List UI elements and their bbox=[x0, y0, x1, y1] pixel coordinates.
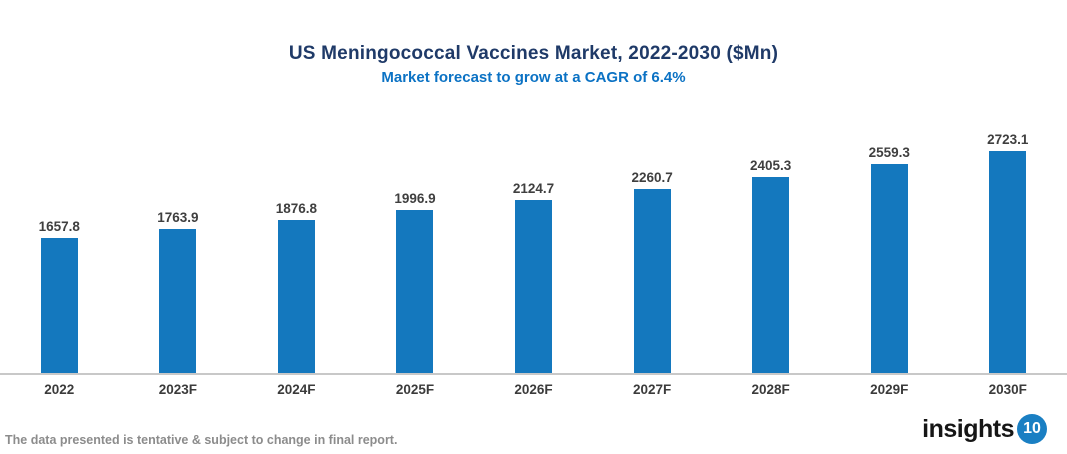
bar-column: 2559.3 bbox=[830, 145, 949, 373]
bar-value-label: 2260.7 bbox=[631, 170, 673, 185]
x-axis-label: 2027F bbox=[632, 382, 672, 397]
x-axis-label-cell: 2028F bbox=[711, 381, 830, 402]
x-axis-label-cell: 2023F bbox=[119, 381, 238, 402]
x-axis-label: 2026F bbox=[514, 382, 553, 397]
bar bbox=[40, 238, 78, 373]
bar bbox=[396, 210, 434, 373]
bar-value-label: 1996.9 bbox=[394, 191, 436, 206]
bar-column: 2405.3 bbox=[711, 158, 830, 373]
bar-value-label: 2559.3 bbox=[868, 145, 910, 160]
footer: The data presented is tentative & subjec… bbox=[0, 402, 1067, 454]
bar bbox=[989, 151, 1027, 373]
bar-column: 1657.8 bbox=[0, 219, 119, 373]
x-axis-label-cell: 2022 bbox=[0, 381, 119, 402]
bar-column: 1763.9 bbox=[119, 210, 238, 373]
bar-value-label: 1657.8 bbox=[38, 219, 80, 234]
logo-badge-number: 10 bbox=[1023, 420, 1041, 437]
x-axis-label: 2030F bbox=[988, 382, 1027, 397]
chart-subtitle: Market forecast to grow at a CAGR of 6.4… bbox=[381, 69, 686, 86]
x-axis-label-cell: 2025F bbox=[356, 381, 475, 402]
logo-badge-circle: 10 bbox=[1017, 414, 1047, 444]
bar-value-label: 2723.1 bbox=[987, 132, 1029, 147]
x-axis-label: 2028F bbox=[751, 382, 790, 397]
x-axis-label: 2023F bbox=[158, 382, 197, 397]
bar-value-label: 1763.9 bbox=[157, 210, 199, 225]
bar-column: 1996.9 bbox=[356, 191, 475, 373]
bar bbox=[633, 189, 671, 373]
disclaimer-note: The data presented is tentative & subjec… bbox=[5, 433, 398, 447]
x-axis-labels: 2022 2023F 2024F 2025F 2026F 2027F 2028F 2029F 2… bbox=[0, 375, 1067, 402]
bar bbox=[752, 177, 790, 373]
x-axis-label: 2029F bbox=[870, 382, 909, 397]
insights10-logo: insights 10 bbox=[922, 414, 1047, 444]
x-axis-label-cell: 2026F bbox=[474, 381, 593, 402]
logo-wordmark: insights bbox=[922, 415, 1014, 443]
x-axis-label: 2025F bbox=[395, 382, 435, 397]
x-axis-label: 2022 bbox=[44, 382, 75, 397]
x-axis-line bbox=[0, 373, 1067, 375]
bar-column: 2124.7 bbox=[474, 181, 593, 373]
bar-value-label: 1876.8 bbox=[275, 201, 318, 216]
x-axis-label-cell: 2027F bbox=[593, 381, 712, 402]
bar-column: 2723.1 bbox=[949, 132, 1067, 373]
bar-value-label: 2124.7 bbox=[512, 181, 555, 196]
x-axis-label-cell: 2029F bbox=[830, 381, 949, 402]
bar bbox=[159, 229, 197, 373]
bar bbox=[870, 164, 908, 373]
x-axis-label-cell: 2030F bbox=[949, 381, 1067, 402]
chart-header: US Meningococcal Vaccines Market, 2022-2… bbox=[0, 0, 1067, 86]
bar bbox=[515, 200, 553, 373]
bar bbox=[277, 220, 315, 373]
bar-column: 1876.8 bbox=[237, 201, 356, 373]
bar-value-label: 2405.3 bbox=[750, 158, 792, 173]
bar-column: 2260.7 bbox=[593, 170, 712, 373]
chart-title: US Meningococcal Vaccines Market, 2022-2… bbox=[288, 43, 779, 64]
plot-area: 1657.8 1763.9 1876.8 1996.9 2124.7 2260.7 2405… bbox=[0, 86, 1067, 373]
x-axis-label-cell: 2024F bbox=[237, 381, 356, 402]
x-axis-label: 2024F bbox=[277, 382, 316, 397]
